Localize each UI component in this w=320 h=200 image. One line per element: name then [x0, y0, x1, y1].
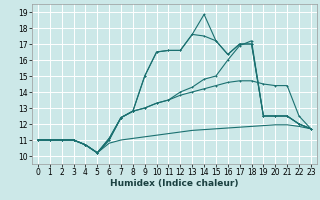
X-axis label: Humidex (Indice chaleur): Humidex (Indice chaleur): [110, 179, 239, 188]
